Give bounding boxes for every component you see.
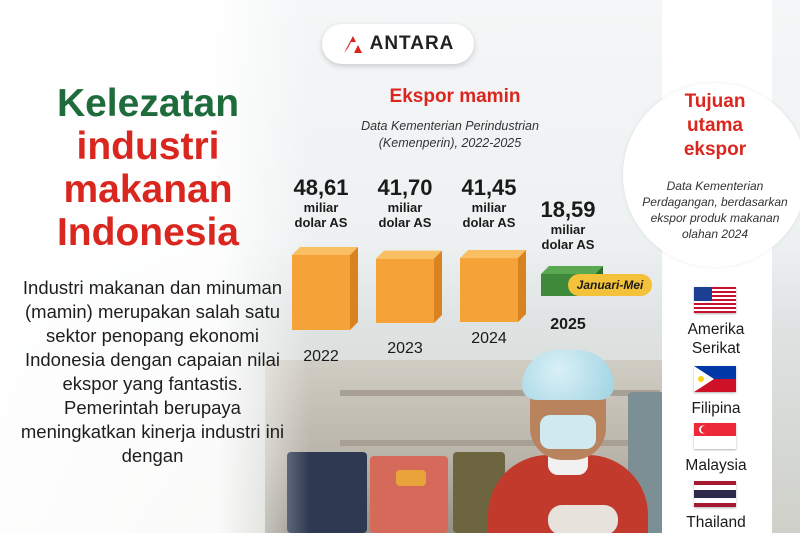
year-label-2024: 2024 — [471, 330, 507, 347]
value-number: 48,61 — [293, 175, 349, 200]
value-unit: dolar AS — [462, 215, 516, 230]
bar-side-2022 — [350, 247, 358, 330]
destinations-header-circle — [623, 83, 800, 267]
worker-hairnet — [522, 350, 614, 400]
bar-side-2023 — [434, 250, 442, 323]
value-unit: dolar AS — [294, 215, 348, 230]
shelf — [340, 390, 660, 396]
headline: Kelezatan industri makanan Indonesia — [18, 82, 278, 254]
headline-line: makanan — [63, 168, 233, 211]
bar-top-2024 — [460, 250, 526, 259]
year-label-2025: 2025 — [550, 316, 586, 333]
bar-side-2024 — [518, 250, 526, 322]
value-label-2024: 41,45 miliar dolar AS — [448, 175, 530, 231]
value-number: 41,70 — [377, 175, 433, 200]
body-paragraph: Industri makanan dan minuman (mamin) mer… — [20, 277, 285, 466]
philippines-flag-icon — [694, 366, 736, 392]
left-overlay — [0, 0, 310, 533]
bar-2024 — [460, 258, 518, 322]
antara-logo-icon — [342, 33, 364, 55]
destinations-title-line: Tujuan — [684, 91, 746, 112]
value-unit: miliar — [387, 200, 423, 215]
year-label-2023: 2023 — [387, 340, 423, 357]
country-name: Filipina — [664, 399, 768, 418]
country-name: Thailand — [664, 513, 768, 532]
worker-glove — [548, 505, 618, 533]
antara-logo-text: ANTARA — [369, 33, 455, 54]
value-unit: dolar AS — [378, 215, 432, 230]
value-label-2022: 48,61 miliar dolar AS — [280, 175, 362, 231]
value-unit: miliar — [303, 200, 339, 215]
value-label-2025: 18,59 miliar dolar AS — [529, 197, 607, 253]
value-unit: dolar AS — [541, 237, 595, 252]
period-note: Januari-Mei — [568, 274, 652, 296]
headline-line: industri — [76, 125, 220, 168]
chart-source: Data Kementerian Perindustrian (Kemenper… — [361, 119, 539, 150]
antara-logo: ANTARA — [322, 24, 474, 64]
country-name: Amerika Serikat — [664, 320, 768, 358]
bar-2022 — [292, 255, 350, 330]
destinations-source: Data Kementerian Perdagangan, berdasarka… — [642, 179, 788, 241]
bar-top-2025 — [541, 266, 603, 274]
bar-2023 — [376, 258, 434, 323]
shelf — [340, 440, 660, 446]
bar-top-2023 — [376, 250, 442, 259]
chart-title: Ekspor mamin — [389, 86, 521, 107]
destinations-title: Tujuan utama ekspor — [640, 90, 790, 162]
country-name-line: Malaysia — [685, 457, 747, 474]
country-name: Malaysia — [664, 456, 768, 475]
country-name-line: Amerika — [687, 321, 745, 338]
usa-flag-icon — [694, 287, 736, 313]
year-label-2022: 2022 — [303, 348, 339, 365]
worker-collar — [548, 455, 588, 475]
country-name-line: Filipina — [691, 400, 741, 417]
singapore-flag-icon — [694, 423, 736, 449]
food-container — [370, 456, 448, 533]
country-name-line: Serikat — [691, 340, 741, 357]
value-number: 18,59 — [540, 197, 596, 222]
thailand-flag-icon — [694, 481, 736, 507]
value-label-2023: 41,70 miliar dolar AS — [364, 175, 446, 231]
container-label — [396, 470, 426, 486]
worker-mask — [540, 415, 596, 449]
headline-line: Indonesia — [56, 211, 240, 254]
headline-line: Kelezatan — [56, 82, 240, 125]
country-name-line: Thailand — [686, 514, 746, 531]
value-unit: miliar — [550, 222, 586, 237]
value-number: 41,45 — [461, 175, 517, 200]
bar-top-2022 — [292, 247, 358, 255]
destinations-title-line: utama — [687, 115, 743, 136]
destinations-title-line: ekspor — [683, 139, 747, 160]
value-unit: miliar — [471, 200, 507, 215]
